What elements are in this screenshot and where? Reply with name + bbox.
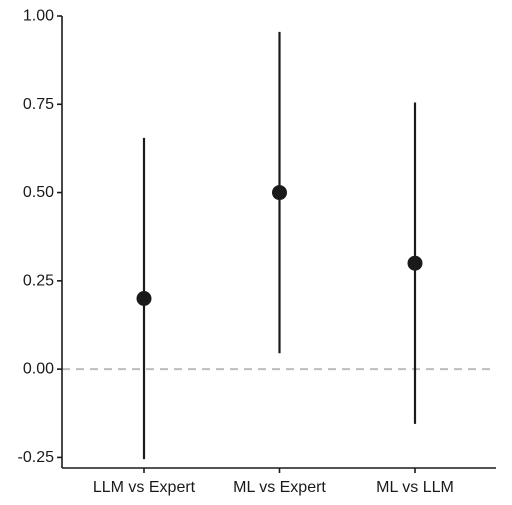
point-estimate	[272, 185, 287, 201]
y-ticks	[57, 15, 62, 459]
y-tick-label: 1.00	[23, 8, 54, 25]
confidence-intervals	[142, 31, 417, 460]
y-tick-label: -0.25	[18, 449, 55, 466]
x-tick-label: ML vs LLM	[376, 479, 454, 496]
y-tick-label: 0.75	[23, 96, 54, 113]
y-tick-label: 0.25	[23, 272, 54, 289]
x-ticks	[143, 468, 416, 473]
point-estimate	[136, 291, 152, 306]
x-tick-label: LLM vs Expert	[93, 479, 196, 496]
point-estimates	[136, 185, 423, 306]
y-tick-labels: -0.25 0.00 0.25 0.50 0.75 1.00	[18, 8, 55, 466]
y-tick-label: 0.50	[23, 184, 54, 201]
point-estimate	[407, 255, 423, 271]
x-tick-label: ML vs Expert	[233, 479, 326, 496]
x-tick-labels: LLM vs Expert ML vs Expert ML vs LLM	[93, 479, 454, 496]
y-tick-label: 0.00	[23, 361, 54, 378]
